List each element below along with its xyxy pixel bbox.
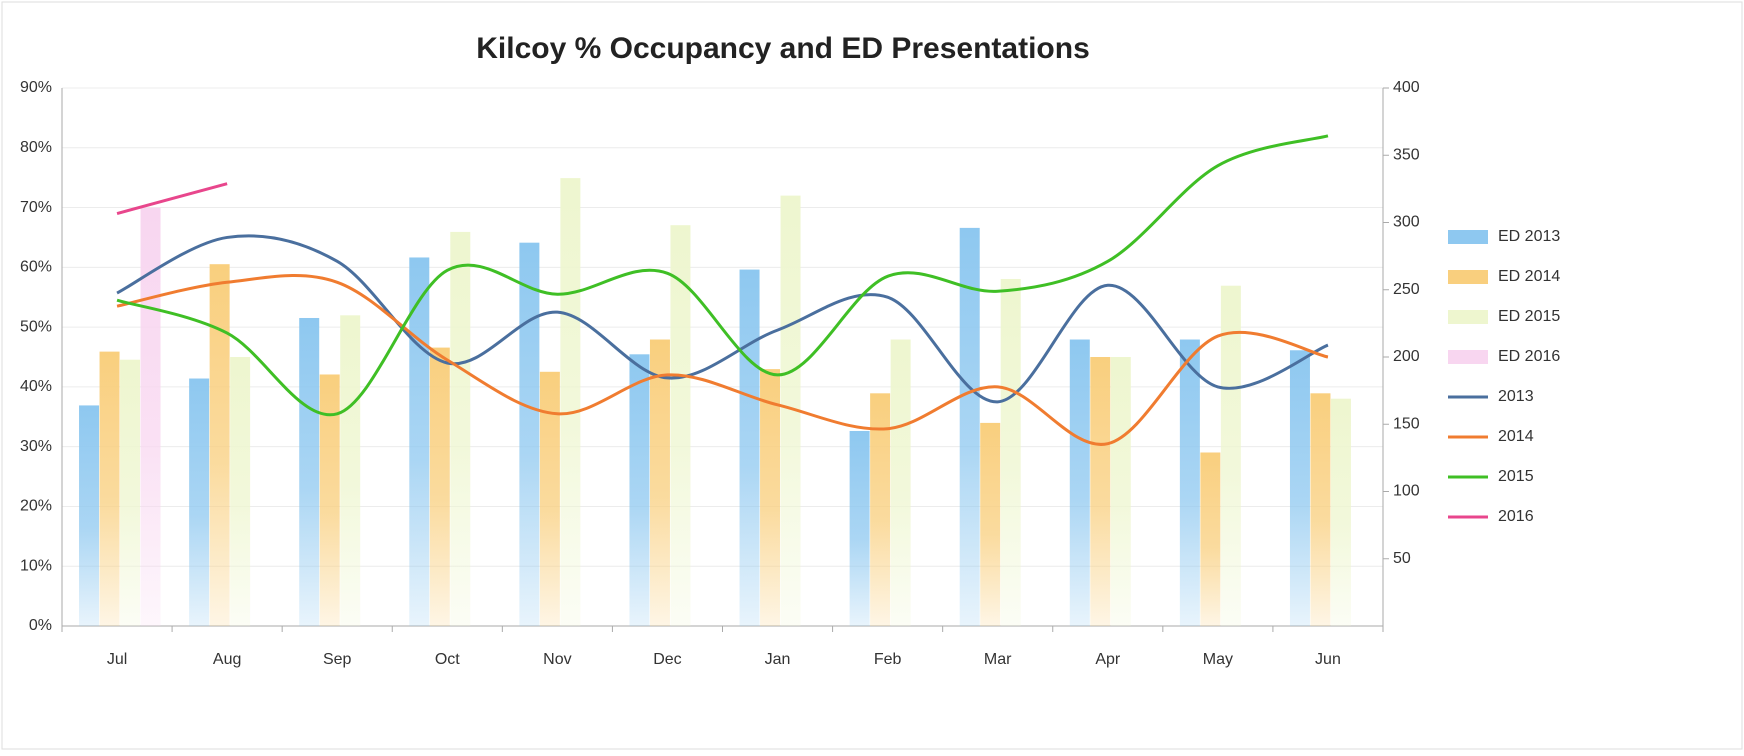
bar [739,269,760,626]
bar [560,178,581,627]
bar [140,207,161,626]
y2-tick-label: 150 [1393,415,1420,432]
x-tick-label: Feb [874,651,902,668]
bar [1220,285,1241,626]
legend-label: ED 2013 [1498,228,1560,245]
bar [519,242,540,627]
legend-swatch [1448,310,1488,324]
y2-tick-label: 300 [1393,214,1420,231]
bar [299,317,320,626]
bar [1110,357,1131,626]
y-tick-label: 20% [20,498,52,515]
bar [1000,278,1021,626]
bar [1200,452,1221,626]
bar [1179,339,1200,626]
bar [1289,350,1310,626]
bar [1069,339,1090,626]
x-tick-label: Jan [765,651,791,668]
legend-swatch [1448,270,1488,284]
x-tick-label: Apr [1095,651,1121,668]
bar [209,264,230,626]
x-tick-label: Jun [1315,651,1341,668]
y-tick-label: 40% [20,378,52,395]
bar [79,405,100,626]
y-tick-label: 0% [29,617,52,634]
y-tick-label: 10% [20,557,52,574]
y-tick-label: 80% [20,139,52,156]
bar [189,378,210,626]
y2-tick-label: 100 [1393,483,1420,500]
legend-swatch [1448,350,1488,364]
x-tick-label: May [1203,651,1233,668]
bar [980,422,1001,626]
bar [450,231,471,627]
bar [649,339,670,626]
bar [429,347,450,626]
legend-label: 2013 [1498,388,1534,405]
bar [319,374,340,626]
bar [1330,398,1351,626]
bar [629,354,650,626]
y-tick-label: 70% [20,199,52,216]
y2-tick-label: 200 [1393,348,1420,365]
bar [230,357,251,626]
line [116,274,1329,446]
bar [99,351,120,626]
bar [780,195,801,626]
y-tick-label: 30% [20,438,52,455]
line [116,182,228,215]
y-tick-label: 90% [20,79,52,96]
x-tick-label: Nov [543,651,571,668]
y-tick-label: 60% [20,259,52,276]
bar [120,359,141,626]
x-tick-label: Mar [984,651,1012,668]
legend-label: ED 2014 [1498,268,1560,285]
legend-label: 2015 [1498,468,1534,485]
x-tick-label: Aug [213,651,241,668]
legend-label: 2014 [1498,428,1534,445]
bar [849,430,870,626]
bar [890,339,911,626]
x-tick-label: Sep [323,651,352,668]
x-tick-label: Oct [435,651,460,668]
y2-tick-label: 50 [1393,550,1411,567]
y-tick-label: 50% [20,318,52,335]
bar [340,315,361,626]
legend-label: ED 2016 [1498,348,1560,365]
legend-label: ED 2015 [1498,308,1560,325]
bar [1090,357,1111,626]
bar [959,227,980,626]
x-tick-label: Dec [653,651,681,668]
bar [760,369,781,626]
bar [670,225,691,626]
bar [539,371,560,626]
bar [1310,393,1331,626]
y2-tick-label: 350 [1393,146,1420,163]
y2-tick-label: 250 [1393,281,1420,298]
x-tick-label: Jul [107,651,127,668]
legend-label: 2016 [1498,508,1534,525]
bar [870,393,891,626]
legend-swatch [1448,230,1488,244]
y2-tick-label: 400 [1393,79,1420,96]
line [116,134,1329,417]
chart-title: Kilcoy % Occupancy and ED Presentations [476,32,1090,65]
